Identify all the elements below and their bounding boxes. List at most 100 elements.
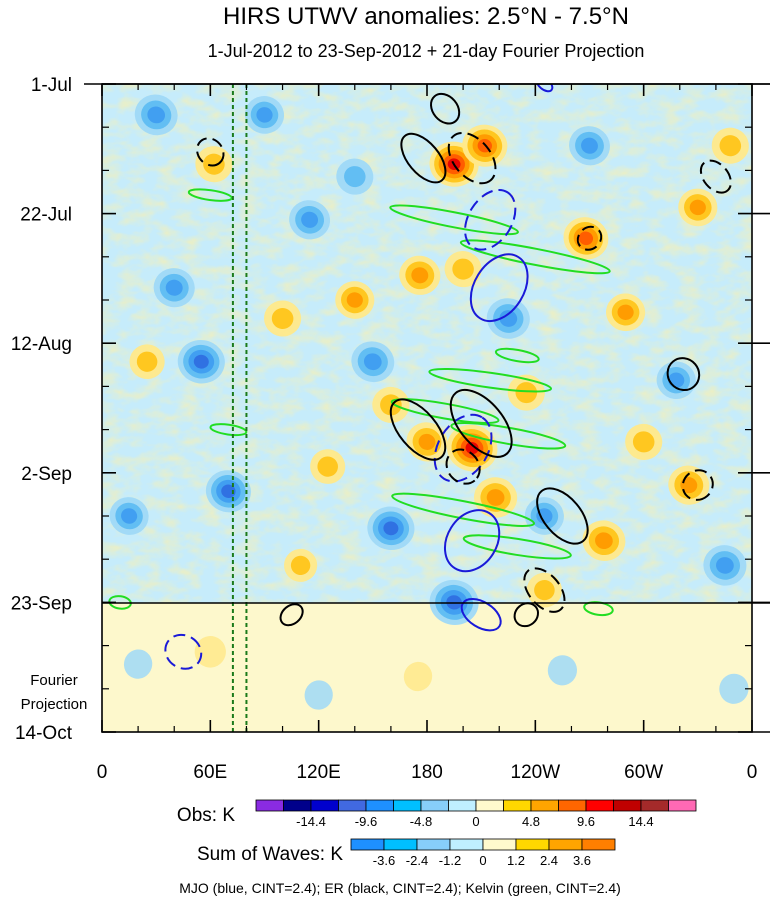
mjo-contour <box>464 188 517 251</box>
y-axis: 1-Jul 22-Jul 12-Aug 2-Sep 23-Sep 14-Oct <box>11 75 770 744</box>
anomaly-blob <box>569 126 610 166</box>
anomaly-blob-ring <box>536 508 553 524</box>
er-contour <box>523 567 566 613</box>
anomaly-blob-ring <box>578 231 594 246</box>
anomaly-blob <box>711 127 749 164</box>
anomaly-blob-ring <box>123 649 153 679</box>
anomaly-blob-ring <box>547 655 578 686</box>
colorbar-box <box>338 799 367 812</box>
kelvin-contour <box>108 595 132 610</box>
anomaly-blob-ring <box>344 166 366 188</box>
colorbar-tick-label: -9.6 <box>355 814 377 829</box>
mjo-contour <box>443 509 501 573</box>
colorbar-box <box>581 838 616 851</box>
anomaly-blob-ring <box>418 433 436 450</box>
anomaly-blob-ring <box>256 107 273 123</box>
colorbar-box <box>668 799 697 812</box>
anomaly-blob <box>703 545 747 586</box>
anomaly-blob-ring <box>147 106 166 124</box>
colorbar-box <box>383 838 418 851</box>
wave-legend-text: MJO (blue, CINT=2.4); ER (black, CINT=2.… <box>179 880 621 896</box>
colorbar-tick-label: 3.6 <box>573 853 591 868</box>
kelvin-contour <box>187 188 233 202</box>
colorbar-box <box>548 838 583 851</box>
er-contour <box>666 357 701 392</box>
anomaly-blob-ring <box>203 153 225 175</box>
anomaly-blob-ring <box>581 137 598 154</box>
anomaly-blob <box>310 449 346 484</box>
anomaly-blob <box>486 298 530 339</box>
anomaly-blob <box>474 477 518 518</box>
x-tick-label: 180 <box>411 762 443 783</box>
anomaly-blob <box>719 673 749 704</box>
anomaly-blob-ring <box>595 532 613 550</box>
kelvin-contour <box>390 398 500 425</box>
kelvin-contour <box>462 534 572 560</box>
anomaly-blob-ring <box>515 382 538 404</box>
colorbar-box <box>420 799 449 812</box>
colorbar-box <box>393 799 422 812</box>
kelvin-contour <box>494 347 540 364</box>
anomaly-blob <box>526 572 562 608</box>
chart-subtitle: 1-Jul-2012 to 23-Sep-2012 + 21-day Fouri… <box>208 41 645 61</box>
er-contour <box>430 92 461 125</box>
chart-title: HIRS UTWV anomalies: 2.5°N - 7.5°N <box>223 3 629 30</box>
y-tick-label: 12-Aug <box>11 334 72 355</box>
er-contour <box>447 131 497 185</box>
colorbar-box <box>350 838 385 851</box>
colorbar-box <box>585 799 614 812</box>
colorbar-box <box>613 799 642 812</box>
anomaly-blob <box>563 217 609 260</box>
anomaly-blob <box>129 344 165 380</box>
er-contour <box>681 469 714 501</box>
er-contour <box>400 132 447 184</box>
anomaly-blob <box>177 339 225 384</box>
er-contour <box>513 602 540 628</box>
anomaly-blob <box>205 470 251 513</box>
mjo-contours <box>164 84 554 670</box>
waves-colorbar: Sum of Waves: K -3.6 -2.4 -1.2 0 1.2 2.4 3.6 <box>197 838 616 868</box>
kelvin-contour <box>209 423 248 437</box>
y-tick-label: 22-Jul <box>20 205 72 226</box>
er-contour <box>449 388 513 458</box>
anomaly-blob-ring <box>290 555 311 576</box>
anomaly-blob <box>244 96 285 134</box>
x-tick-label: 60E <box>193 762 227 783</box>
anomaly-blob-ring <box>317 456 338 477</box>
kelvin-contour <box>428 367 553 393</box>
colorbar-tick-label: 9.6 <box>577 814 595 829</box>
anomaly-blob-ring <box>304 680 333 710</box>
x-axis: 0 60E 120E 180 120W 60W 0 <box>97 84 757 783</box>
obs-colorbar: Obs: K -14.4 -9.6 -4.8 0 4.8 9.6 14.4 <box>177 799 697 829</box>
colorbar-box <box>449 838 484 851</box>
anomaly-blob-ring <box>632 431 655 453</box>
colorbar-box <box>475 799 504 812</box>
anomaly-blob <box>582 520 626 561</box>
colorbar-tick-label: -4.8 <box>410 814 432 829</box>
anomaly-blob-ring <box>194 636 226 668</box>
colorbar-box <box>255 799 284 812</box>
anomaly-blob <box>123 649 153 679</box>
anomaly-blob <box>109 497 149 535</box>
er-contour <box>445 448 481 485</box>
x-tick-label: 60W <box>624 762 663 783</box>
y-tick-label: 14-Oct <box>15 723 73 744</box>
anomaly-blob-ring <box>383 521 399 536</box>
er-contour <box>536 487 589 545</box>
anomaly-blob-ring <box>716 557 734 574</box>
colorbar-tick-label: 14.4 <box>628 814 653 829</box>
anomaly-blob <box>668 465 710 505</box>
obs-colorbar-label: Obs: K <box>177 805 235 826</box>
forecast-label-line2: Projection <box>21 696 88 713</box>
anomaly-blob-ring <box>346 292 363 308</box>
anomaly-blob-ring <box>719 673 749 704</box>
anomaly-blob-ring <box>271 307 294 330</box>
colorbar-box <box>283 799 312 812</box>
forecast-label-line1: Fourier <box>30 672 78 689</box>
plot-area <box>102 84 752 732</box>
colorbar-box <box>558 799 587 812</box>
anomaly-blob-ring <box>136 351 158 372</box>
colorbar-tick-label: -14.4 <box>296 814 326 829</box>
anomaly-blob <box>335 281 375 319</box>
